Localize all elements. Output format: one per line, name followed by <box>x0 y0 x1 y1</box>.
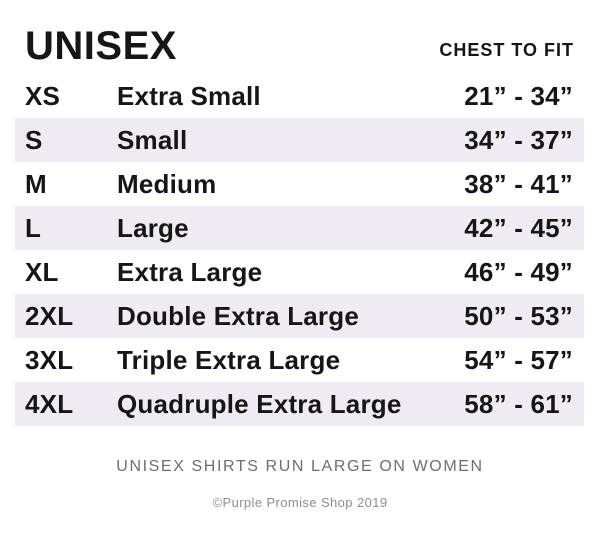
size-row: M Medium 38” - 41” <box>15 162 584 206</box>
size-code: L <box>25 212 42 243</box>
chest-range: 21” - 34” <box>464 80 573 111</box>
size-label: Double Extra Large <box>117 300 359 331</box>
size-label: Large <box>117 212 189 243</box>
size-code: XL <box>25 256 59 287</box>
size-row: 3XL Triple Extra Large 54” - 57” <box>15 338 584 382</box>
size-code: XS <box>25 80 61 111</box>
size-chart-page: UNISEX CHEST TO FIT XS Extra Small 21” - 3… <box>0 22 600 547</box>
chest-range: 38” - 41” <box>464 168 573 199</box>
size-row: XS Extra Small 21” - 34” <box>15 74 584 118</box>
chart-title: UNISEX <box>25 24 177 68</box>
chest-range: 34” - 37” <box>464 124 573 155</box>
chart-header: UNISEX CHEST TO FIT <box>25 22 574 66</box>
size-code: 2XL <box>25 300 74 331</box>
size-code: 4XL <box>25 388 74 419</box>
size-row: S Small 34” - 37” <box>15 118 584 162</box>
size-label: Quadruple Extra Large <box>117 388 402 419</box>
size-label: Small <box>117 124 188 155</box>
size-row: XL Extra Large 46” - 49” <box>15 250 584 294</box>
size-row: L Large 42” - 45” <box>15 206 584 250</box>
size-label: Triple Extra Large <box>117 344 341 375</box>
size-code: M <box>25 168 47 199</box>
copyright-text: ©Purple Promise Shop 2019 <box>212 495 388 510</box>
size-row: 4XL Quadruple Extra Large 58” - 61” <box>15 382 584 426</box>
chest-range: 58” - 61” <box>464 388 573 419</box>
size-table: XS Extra Small 21” - 34” S Small 34” - 37” M Me… <box>15 74 584 426</box>
size-row: 2XL Double Extra Large 50” - 53” <box>15 294 584 338</box>
chest-range: 54” - 57” <box>464 344 573 375</box>
chest-range: 50” - 53” <box>464 300 573 331</box>
size-label: Extra Large <box>117 256 263 287</box>
size-code: S <box>25 124 43 155</box>
size-code: 3XL <box>25 344 74 375</box>
chest-to-fit-column-label: CHEST TO FIT <box>439 40 574 60</box>
chest-range: 42” - 45” <box>464 212 573 243</box>
size-label: Extra Small <box>117 80 261 111</box>
chest-range: 46” - 49” <box>464 256 573 287</box>
fit-note: UNISEX SHIRTS RUN LARGE ON WOMEN <box>116 458 484 475</box>
size-label: Medium <box>117 168 217 199</box>
